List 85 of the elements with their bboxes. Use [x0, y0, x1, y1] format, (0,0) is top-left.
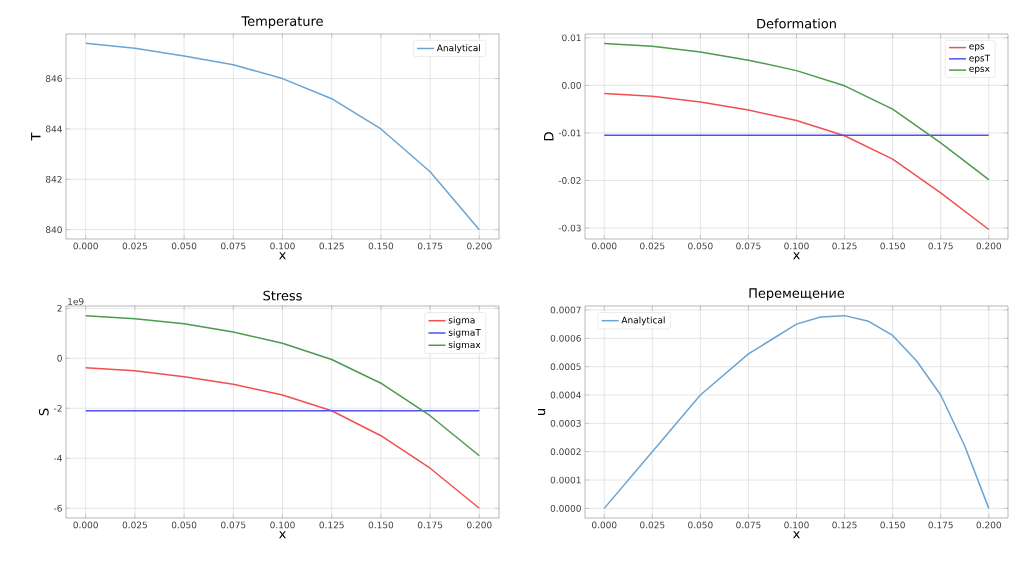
legend-label: sigma: [448, 316, 475, 326]
line-series: [84, 42, 481, 231]
x-tick-label: 0.200: [467, 242, 492, 250]
y-tick-label: 846: [45, 75, 62, 82]
y-axis-title: T: [31, 132, 41, 141]
line-series: [603, 42, 990, 181]
x-tick-label: 0.050: [171, 242, 197, 250]
line-series: [84, 315, 481, 457]
y-tick-label: 0.0004: [550, 391, 581, 399]
x-tick-label: 0.175: [417, 521, 443, 529]
legend-label: epsT: [969, 54, 991, 64]
x-tick-label: 0.075: [736, 521, 761, 529]
x-tick-label: 0.100: [270, 521, 295, 529]
x-tick-label: 0.025: [122, 521, 147, 529]
x-tick-label: 0.150: [880, 242, 905, 250]
x-tick-label: 0.050: [171, 521, 197, 529]
x-tick-label: 0.025: [640, 242, 665, 250]
x-tick-label: 0.050: [688, 521, 713, 529]
x-tick-label: 0.200: [976, 242, 1002, 250]
x-tick-label: 0.175: [928, 521, 953, 529]
x-tick-label: 0.125: [832, 521, 857, 529]
y-tick-label: 0.0003: [550, 419, 581, 427]
x-tick-label: 0.000: [73, 521, 98, 529]
x-tick-label: 0.025: [122, 242, 147, 250]
x-tick-label: 0.075: [221, 521, 246, 529]
x-tick-label: 0.150: [880, 521, 905, 529]
y-tick-label: 840: [45, 226, 62, 234]
x-tick-label: 0.175: [928, 242, 953, 250]
x-tick-label: 0.000: [73, 242, 98, 250]
x-tick-label: 0.000: [591, 521, 617, 529]
legend-label: Analytical: [436, 44, 481, 53]
y-axis-title: D: [544, 132, 554, 141]
y-tick-label: -0.02: [558, 177, 581, 184]
x-tick-label: 0.100: [784, 242, 809, 250]
legend-label: sigmax: [448, 341, 481, 350]
chart-title: Temperature: [241, 16, 323, 29]
x-axis-title: x: [279, 531, 286, 539]
chart-title: Deformation: [757, 18, 836, 29]
chart-title: Перемещение: [749, 288, 845, 301]
x-tick-label: 0.200: [467, 521, 492, 529]
x-tick-label: 0.100: [270, 242, 295, 250]
y-tick-label: -2: [53, 404, 62, 412]
legend-label: epsx: [969, 66, 990, 74]
x-tick-label: 0.050: [688, 242, 713, 250]
y-tick-label: -0.03: [558, 224, 581, 232]
y-tick-label: -4: [53, 454, 62, 462]
x-tick-label: 0.150: [368, 521, 394, 529]
text: 1e9: [68, 298, 84, 305]
line-series: [603, 92, 990, 231]
x-tick-label: 0.000: [591, 242, 617, 250]
y-tick-label: 0.0005: [550, 363, 581, 371]
y-tick-label: 0.01: [562, 34, 581, 42]
x-tick-label: 0.200: [976, 521, 1002, 529]
y-tick-label: 0.0000: [550, 504, 581, 512]
y-tick-label: 844: [45, 125, 62, 133]
x-axis-title: x: [793, 531, 800, 539]
y-tick-label: 0: [57, 354, 62, 362]
x-tick-label: 0.075: [221, 242, 246, 250]
legend-label: Analytical: [621, 316, 665, 326]
y-tick-label: 2: [57, 304, 62, 312]
line-series: [84, 367, 481, 509]
y-axis-title: u: [537, 409, 546, 416]
y-axis-title: S: [38, 408, 49, 416]
x-tick-label: 0.100: [784, 521, 809, 529]
line-series: [603, 314, 990, 510]
y-tick-label: 0.0001: [550, 476, 581, 484]
x-tick-label: 0.125: [319, 521, 344, 529]
x-tick-label: 0.175: [417, 242, 443, 250]
y-tick-label: 0.0006: [550, 334, 581, 342]
y-tick-label: 0.00: [562, 81, 581, 89]
x-tick-label: 0.150: [368, 242, 394, 250]
chart-title: Stress: [263, 290, 302, 301]
legend-label: sigmaT: [448, 328, 481, 338]
x-tick-label: 0.125: [832, 242, 857, 250]
y-tick-label: 0.0007: [550, 306, 581, 314]
y-tick-label: -0.01: [558, 129, 581, 137]
x-tick-label: 0.025: [640, 521, 665, 529]
x-axis-title: x: [793, 252, 800, 260]
y-tick-label: 0.0002: [550, 448, 581, 456]
legend-label: eps: [969, 44, 985, 52]
x-tick-label: 0.125: [319, 242, 344, 250]
x-axis-title: x: [279, 252, 286, 260]
y-tick-label: 842: [45, 175, 62, 183]
y-tick-label: -6: [53, 504, 62, 512]
x-tick-label: 0.075: [736, 242, 761, 250]
